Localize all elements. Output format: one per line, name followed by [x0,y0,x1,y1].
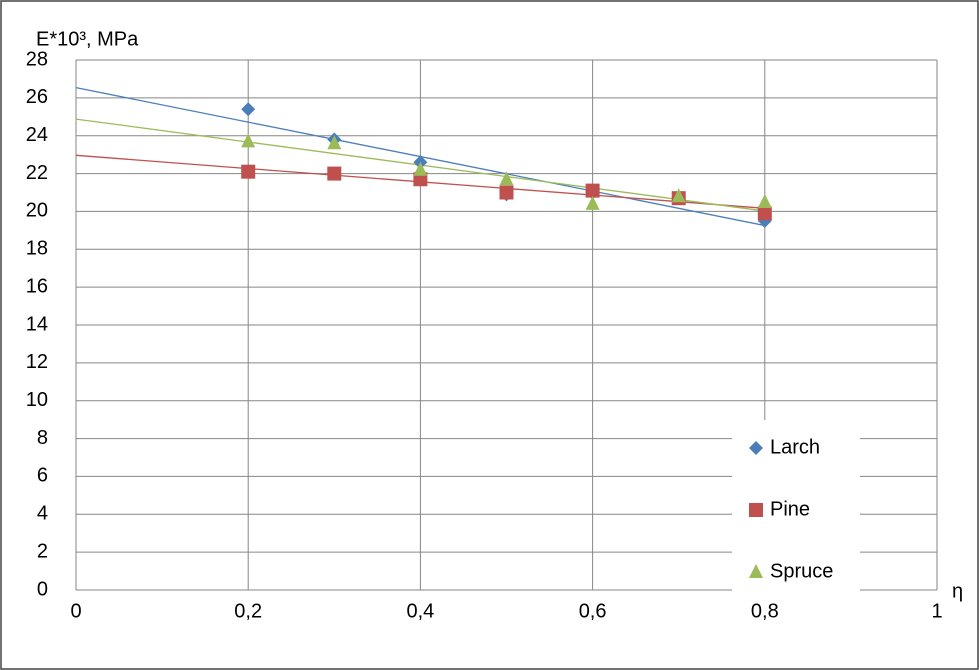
marker [241,133,256,148]
y-tick-label: 2 [37,540,48,562]
y-tick-label: 14 [26,313,48,335]
x-tick-label: 0,2 [234,600,262,622]
legend-marker [749,503,763,517]
y-tick-label: 16 [26,275,48,297]
y-tick-label: 18 [26,238,48,260]
marker [757,206,772,221]
y-tick-label: 0 [37,578,48,600]
y-axis-label: E*10³, MPa [36,28,139,50]
marker [499,185,514,200]
marker [241,164,256,179]
x-tick-label: 0 [70,600,81,622]
x-tick-label: 0,6 [579,600,607,622]
y-tick-label: 8 [37,427,48,449]
marker [413,161,428,176]
y-tick-label: 28 [26,48,48,70]
x-axis-label: η [952,580,963,602]
marker [327,135,342,150]
marker [757,193,772,208]
y-tick-label: 26 [26,86,48,108]
y-tick-label: 6 [37,465,48,487]
x-tick-label: 0,8 [751,600,779,622]
marker [327,166,342,181]
y-tick-label: 10 [26,389,48,411]
y-tick-label: 20 [26,200,48,222]
x-tick-label: 1 [931,600,942,622]
marker [241,102,256,117]
y-tick-label: 4 [37,503,48,525]
x-tick-label: 0,4 [406,600,434,622]
legend-label: Larch [770,436,820,458]
marker [671,188,686,203]
y-tick-label: 24 [26,124,48,146]
y-tick-label: 22 [26,162,48,184]
y-tick-label: 12 [26,351,48,373]
legend-marker [749,564,763,578]
marker [585,183,600,198]
marker [585,195,600,210]
legend-label: Spruce [770,560,833,582]
legend-marker [749,441,763,455]
legend-label: Pine [770,498,810,520]
marker [499,171,514,186]
